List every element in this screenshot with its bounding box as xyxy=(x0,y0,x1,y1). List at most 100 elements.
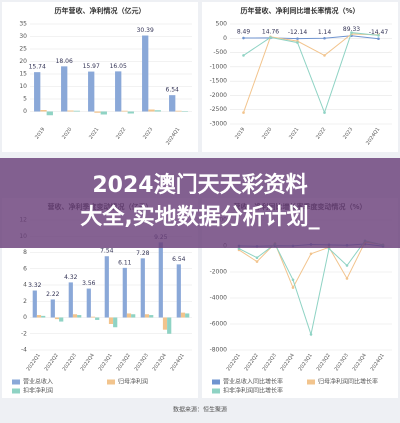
bar xyxy=(142,35,149,112)
bar xyxy=(104,256,109,318)
y-tick-label: 2 xyxy=(23,298,27,305)
y-tick-label: 5 xyxy=(23,96,27,103)
bar xyxy=(115,71,122,112)
bar xyxy=(108,317,114,324)
bar xyxy=(50,299,55,318)
data-label: -12.14 xyxy=(288,29,308,36)
bar xyxy=(144,314,150,318)
y-tick-label: 0 xyxy=(23,314,27,321)
y-tick-label: -4 xyxy=(21,347,27,354)
y-tick-label: 0 xyxy=(223,35,227,42)
bar xyxy=(67,110,74,112)
y-tick-label: -2 xyxy=(21,330,27,337)
point xyxy=(323,111,326,114)
line xyxy=(243,32,379,115)
bar xyxy=(126,313,132,318)
line xyxy=(243,35,379,40)
data-label: 8.49 xyxy=(237,29,251,36)
bar xyxy=(131,314,136,318)
bar xyxy=(95,317,100,320)
bar xyxy=(36,315,42,318)
y-tick-label: -4000 xyxy=(210,295,228,302)
bar xyxy=(162,317,168,330)
y-tick-label: 25 xyxy=(19,46,27,53)
data-label: 6.54 xyxy=(172,256,186,263)
bar xyxy=(46,111,53,116)
panel xyxy=(2,2,198,152)
bar xyxy=(54,317,60,320)
bar xyxy=(68,282,73,318)
legend-label: 扣非净利润同比增长率 xyxy=(223,387,283,395)
bar xyxy=(140,258,145,318)
point xyxy=(296,37,299,40)
legend-swatch xyxy=(12,388,20,394)
bar xyxy=(113,317,118,328)
bar xyxy=(100,111,107,115)
legend-label: 归母净利润同比增长率 xyxy=(318,378,378,386)
source: 数据来源：恒生聚源 xyxy=(173,406,227,414)
bar xyxy=(40,110,47,112)
chart-title: 历年营收、净利同比增长率情况（%） xyxy=(240,6,359,15)
bar xyxy=(122,267,127,318)
data-label: 4.32 xyxy=(64,274,78,281)
data-label: 15.74 xyxy=(29,64,46,71)
bar xyxy=(61,66,68,112)
bar xyxy=(32,290,37,318)
bar xyxy=(77,315,82,318)
bar xyxy=(41,315,46,318)
y-tick-label: 8 xyxy=(23,249,27,256)
y-tick-label: -500 xyxy=(213,49,227,56)
bar xyxy=(34,72,41,112)
point xyxy=(323,54,326,57)
bar xyxy=(127,111,134,114)
legend-swatch xyxy=(212,379,220,385)
bar xyxy=(88,71,95,112)
point xyxy=(377,34,380,37)
y-tick-label: 35 xyxy=(19,21,27,28)
data-label: 3.32 xyxy=(28,282,42,289)
bar xyxy=(149,315,154,318)
bar xyxy=(121,110,128,112)
data-label: 30.39 xyxy=(137,27,154,34)
legend-label: 归母净利润 xyxy=(118,378,148,386)
point xyxy=(255,260,259,263)
point xyxy=(255,256,259,260)
point xyxy=(296,41,299,44)
bar xyxy=(169,95,176,112)
banner xyxy=(0,158,400,248)
overlay-title-1: 2024澳门天天彩资料大全,实地数据分析计划_ xyxy=(80,172,319,230)
y-tick-label: -2000 xyxy=(210,92,228,99)
legend-swatch xyxy=(307,379,315,385)
bar xyxy=(176,264,181,318)
point xyxy=(242,36,245,40)
bar xyxy=(167,317,172,334)
bar xyxy=(158,242,163,318)
bar xyxy=(154,110,161,112)
data-label: 16.05 xyxy=(110,63,127,70)
y-tick-label: 15 xyxy=(19,71,27,78)
bar xyxy=(86,288,91,318)
y-tick-label: 4 xyxy=(23,282,27,289)
data-label: 14.76 xyxy=(262,28,279,35)
legend-label: 营业总收入 xyxy=(23,378,53,386)
legend-swatch xyxy=(12,379,20,385)
bar xyxy=(59,317,64,322)
legend-swatch xyxy=(212,388,220,394)
y-tick-label: -3000 xyxy=(210,121,228,128)
data-label: 18.06 xyxy=(56,58,73,65)
point xyxy=(291,286,295,289)
y-tick-label: 10 xyxy=(19,83,27,90)
y-tick-label: -1000 xyxy=(210,63,228,70)
data-label: -14.47 xyxy=(369,29,389,36)
bar xyxy=(94,111,101,113)
y-tick-label: -8000 xyxy=(210,347,228,354)
data-label: 2.22 xyxy=(46,291,60,298)
data-label: 7.28 xyxy=(136,250,150,257)
point xyxy=(350,31,353,34)
bar xyxy=(90,316,96,318)
point xyxy=(309,333,313,336)
y-tick-label: -1500 xyxy=(210,78,228,85)
bar xyxy=(185,313,190,318)
